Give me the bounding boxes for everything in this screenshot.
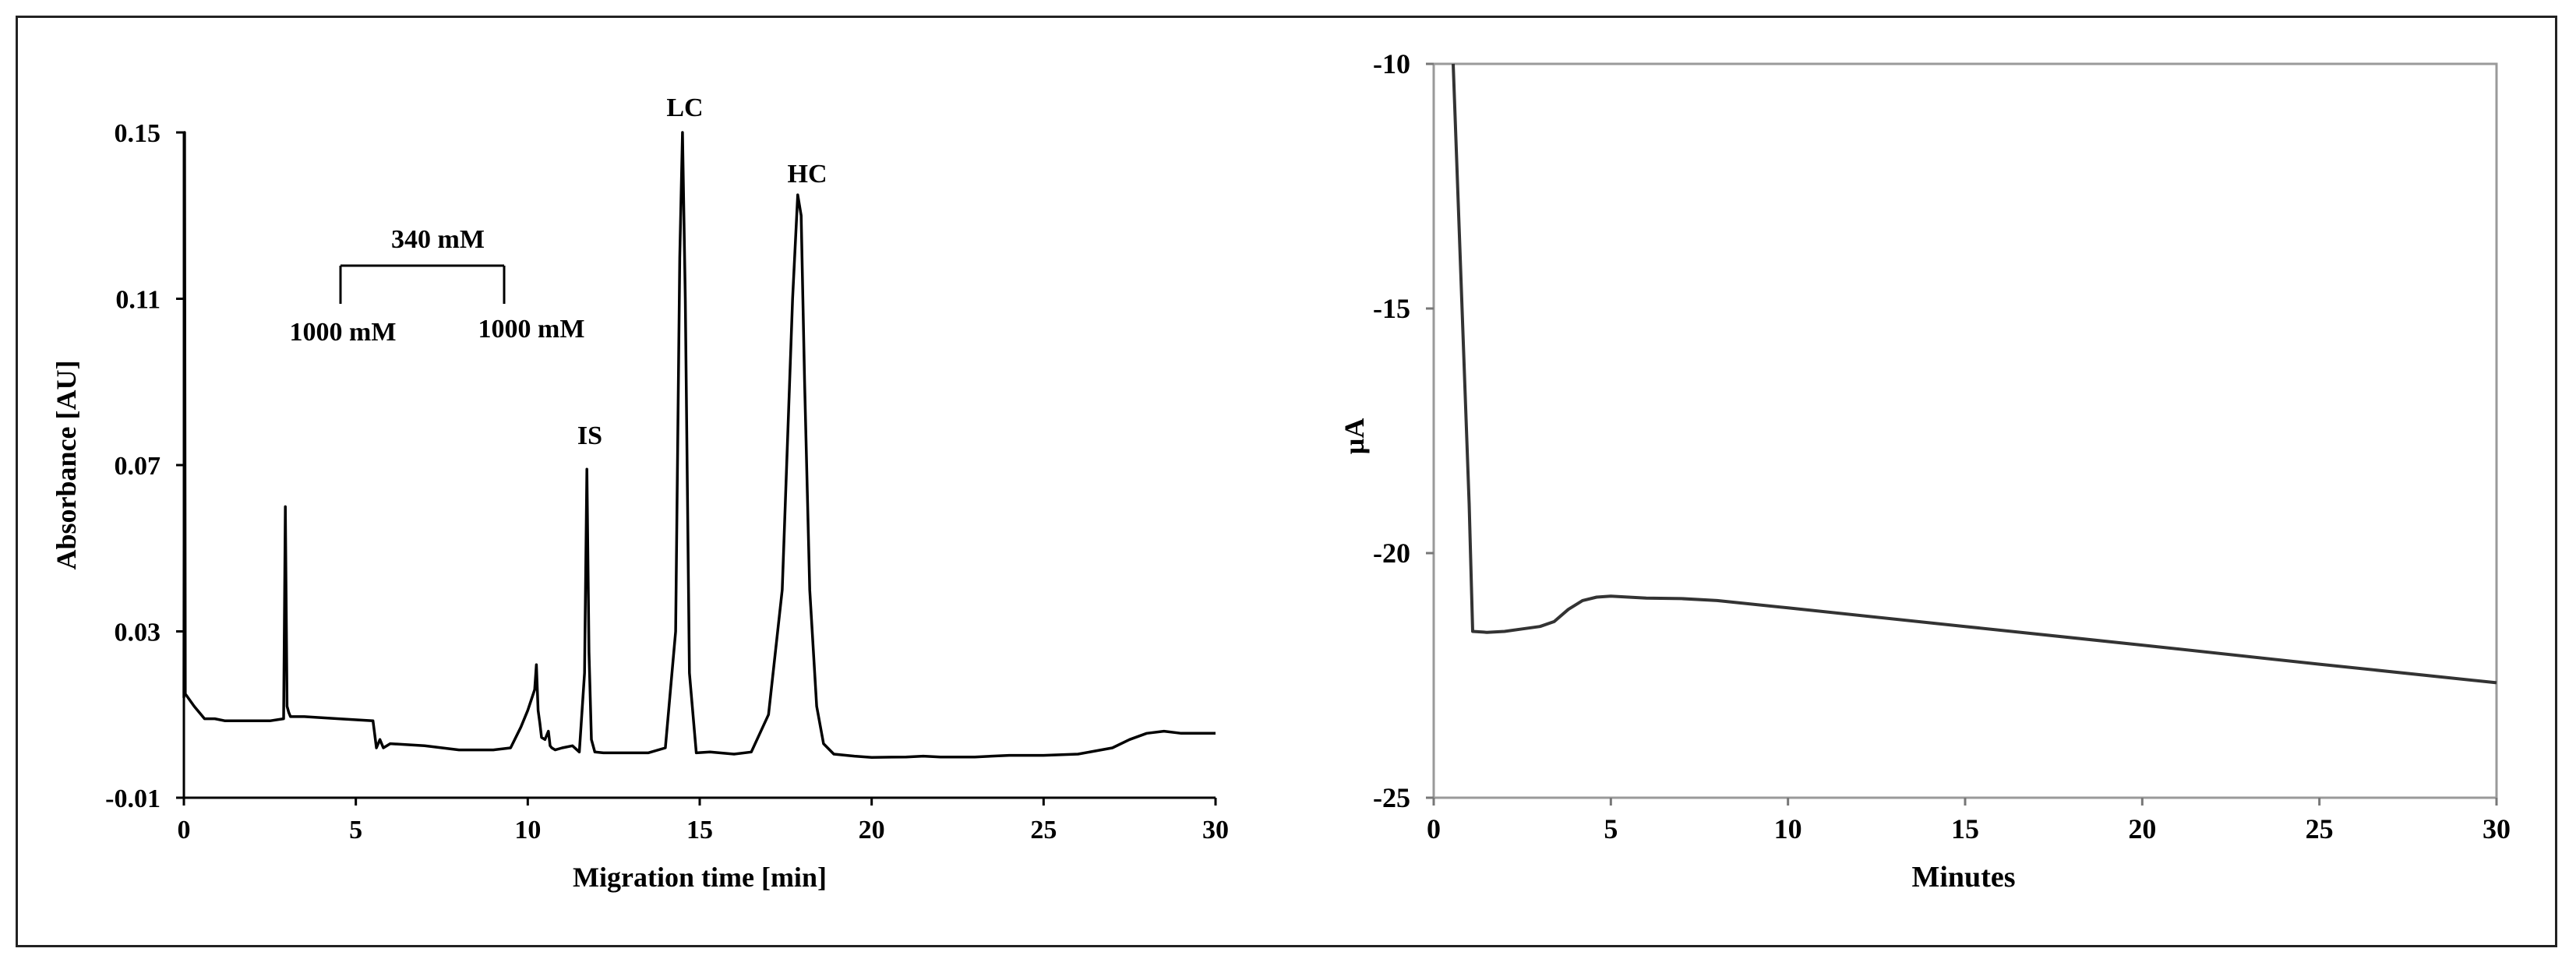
left-x-tick-label: 10 xyxy=(514,816,541,844)
figure-frame xyxy=(16,16,2557,947)
left-x-tick-label: 30 xyxy=(1202,816,1229,844)
left-y-tick-label: 0.15 xyxy=(115,119,161,148)
left-x-axis-label: Migration time [min] xyxy=(573,862,827,893)
right-x-tick-label: 25 xyxy=(2306,813,2334,844)
left-y-tick-label: 0.03 xyxy=(115,619,161,647)
peak-label-lc: LC xyxy=(666,93,703,122)
right-x-tick-label: 5 xyxy=(1604,813,1618,844)
bracket-right-label: 1000 mM xyxy=(478,315,585,344)
left-x-tick-label: 20 xyxy=(859,816,885,844)
left-x-tick-label: 0 xyxy=(178,816,191,844)
left-x-tick-label: 25 xyxy=(1030,816,1057,844)
right-y-tick-label: -10 xyxy=(1373,48,1410,79)
peak-label-is: IS xyxy=(577,421,602,450)
left-series-line xyxy=(182,131,1216,759)
peak-label-hc: HC xyxy=(788,160,827,189)
right-x-tick-label: 15 xyxy=(1951,813,1979,844)
left-x-tick-label: 15 xyxy=(686,816,713,844)
right-y-tick-label: -25 xyxy=(1373,782,1410,813)
left-y-tick-label: 0.11 xyxy=(115,286,161,315)
right-x-tick-label: 0 xyxy=(1427,813,1441,844)
right-x-tick-label: 10 xyxy=(1774,813,1802,844)
left-y-tick-label: -0.01 xyxy=(105,784,161,813)
bracket-left-label: 1000 mM xyxy=(290,318,397,347)
left-y-tick-label: 0.07 xyxy=(115,452,161,481)
right-y-tick-label: -15 xyxy=(1373,293,1410,324)
right-y-axis-label: µA xyxy=(1339,418,1370,455)
left-x-tick-label: 5 xyxy=(349,816,362,844)
bracket-top-label: 340 mM xyxy=(391,225,485,254)
right-plot-box xyxy=(1432,62,2498,799)
right-x-tick-label: 20 xyxy=(2128,813,2156,844)
left-annotations: 340 mM 1000 mM 1000 mM IS LC HC xyxy=(290,93,827,450)
left-y-axis-label: Absorbance [AU] xyxy=(51,361,82,570)
electropherogram-chart: 0 5 10 15 20 25 30 -0.01 0.03 0.07 0.11 0.15 340 mM… xyxy=(51,93,1229,893)
right-x-axis-label: Minutes xyxy=(1912,861,2016,894)
right-axes xyxy=(1426,62,2498,806)
right-series-line xyxy=(1452,63,2497,685)
left-series xyxy=(182,131,1216,759)
right-y-tick-label: -20 xyxy=(1373,538,1410,569)
right-tick-labels: 0 5 10 15 20 25 30 -25 -20 -15 -10 xyxy=(1373,48,2511,844)
left-tick-labels: 0 5 10 15 20 25 30 -0.01 0.03 0.07 0.11 0.15 xyxy=(105,119,1229,844)
right-x-tick-label: 30 xyxy=(2482,813,2511,844)
right-series xyxy=(1452,63,2497,685)
